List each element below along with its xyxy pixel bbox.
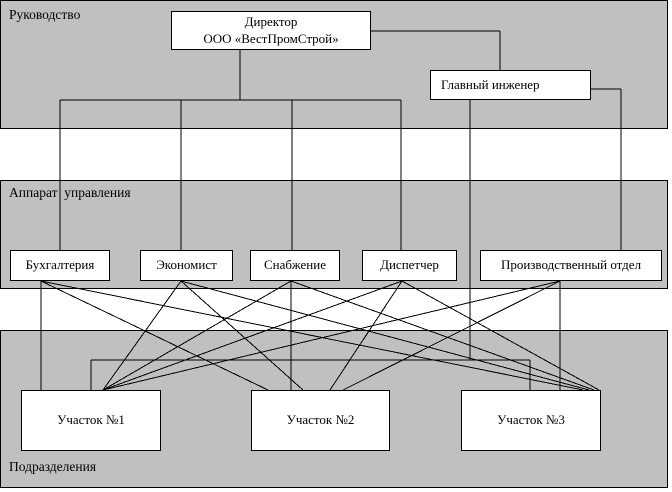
band-apparatus-label: Аппарат управления — [9, 185, 131, 200]
node-site3: Участок №3 — [461, 390, 601, 451]
node-economist: Экономист — [140, 250, 233, 281]
node-site2: Участок №2 — [251, 390, 390, 451]
node-site1: Участок №1 — [21, 390, 161, 451]
node-supply: Снабжение — [250, 250, 340, 281]
production-label: Производственный отдел — [500, 257, 642, 273]
node-accounting: Бухгалтерия — [10, 250, 110, 281]
site1-label: Участок №1 — [57, 412, 125, 428]
band-divisions-label: Подразделения — [9, 459, 97, 474]
site2-label: Участок №2 — [286, 412, 355, 428]
site3-label: Участок №3 — [497, 412, 565, 428]
accounting-label: Бухгалтерия — [25, 257, 95, 273]
director-label-line1: Директор — [244, 14, 298, 30]
node-director: Директор ООО «ВестПромСтрой» — [171, 11, 371, 50]
node-chief-engineer: Главный инженер — [430, 70, 591, 100]
dispatcher-label: Диспетчер — [380, 257, 439, 273]
director-label-line2: ООО «ВестПромСтрой» — [203, 30, 339, 46]
economist-label: Экономист — [156, 257, 217, 273]
band-leadership-label: Руководство — [9, 7, 81, 22]
chief-engineer-label: Главный инженер — [441, 76, 540, 92]
supply-label: Снабжение — [264, 257, 326, 273]
node-production: Производственный отдел — [480, 250, 662, 281]
node-dispatcher: Диспетчер — [362, 250, 457, 281]
